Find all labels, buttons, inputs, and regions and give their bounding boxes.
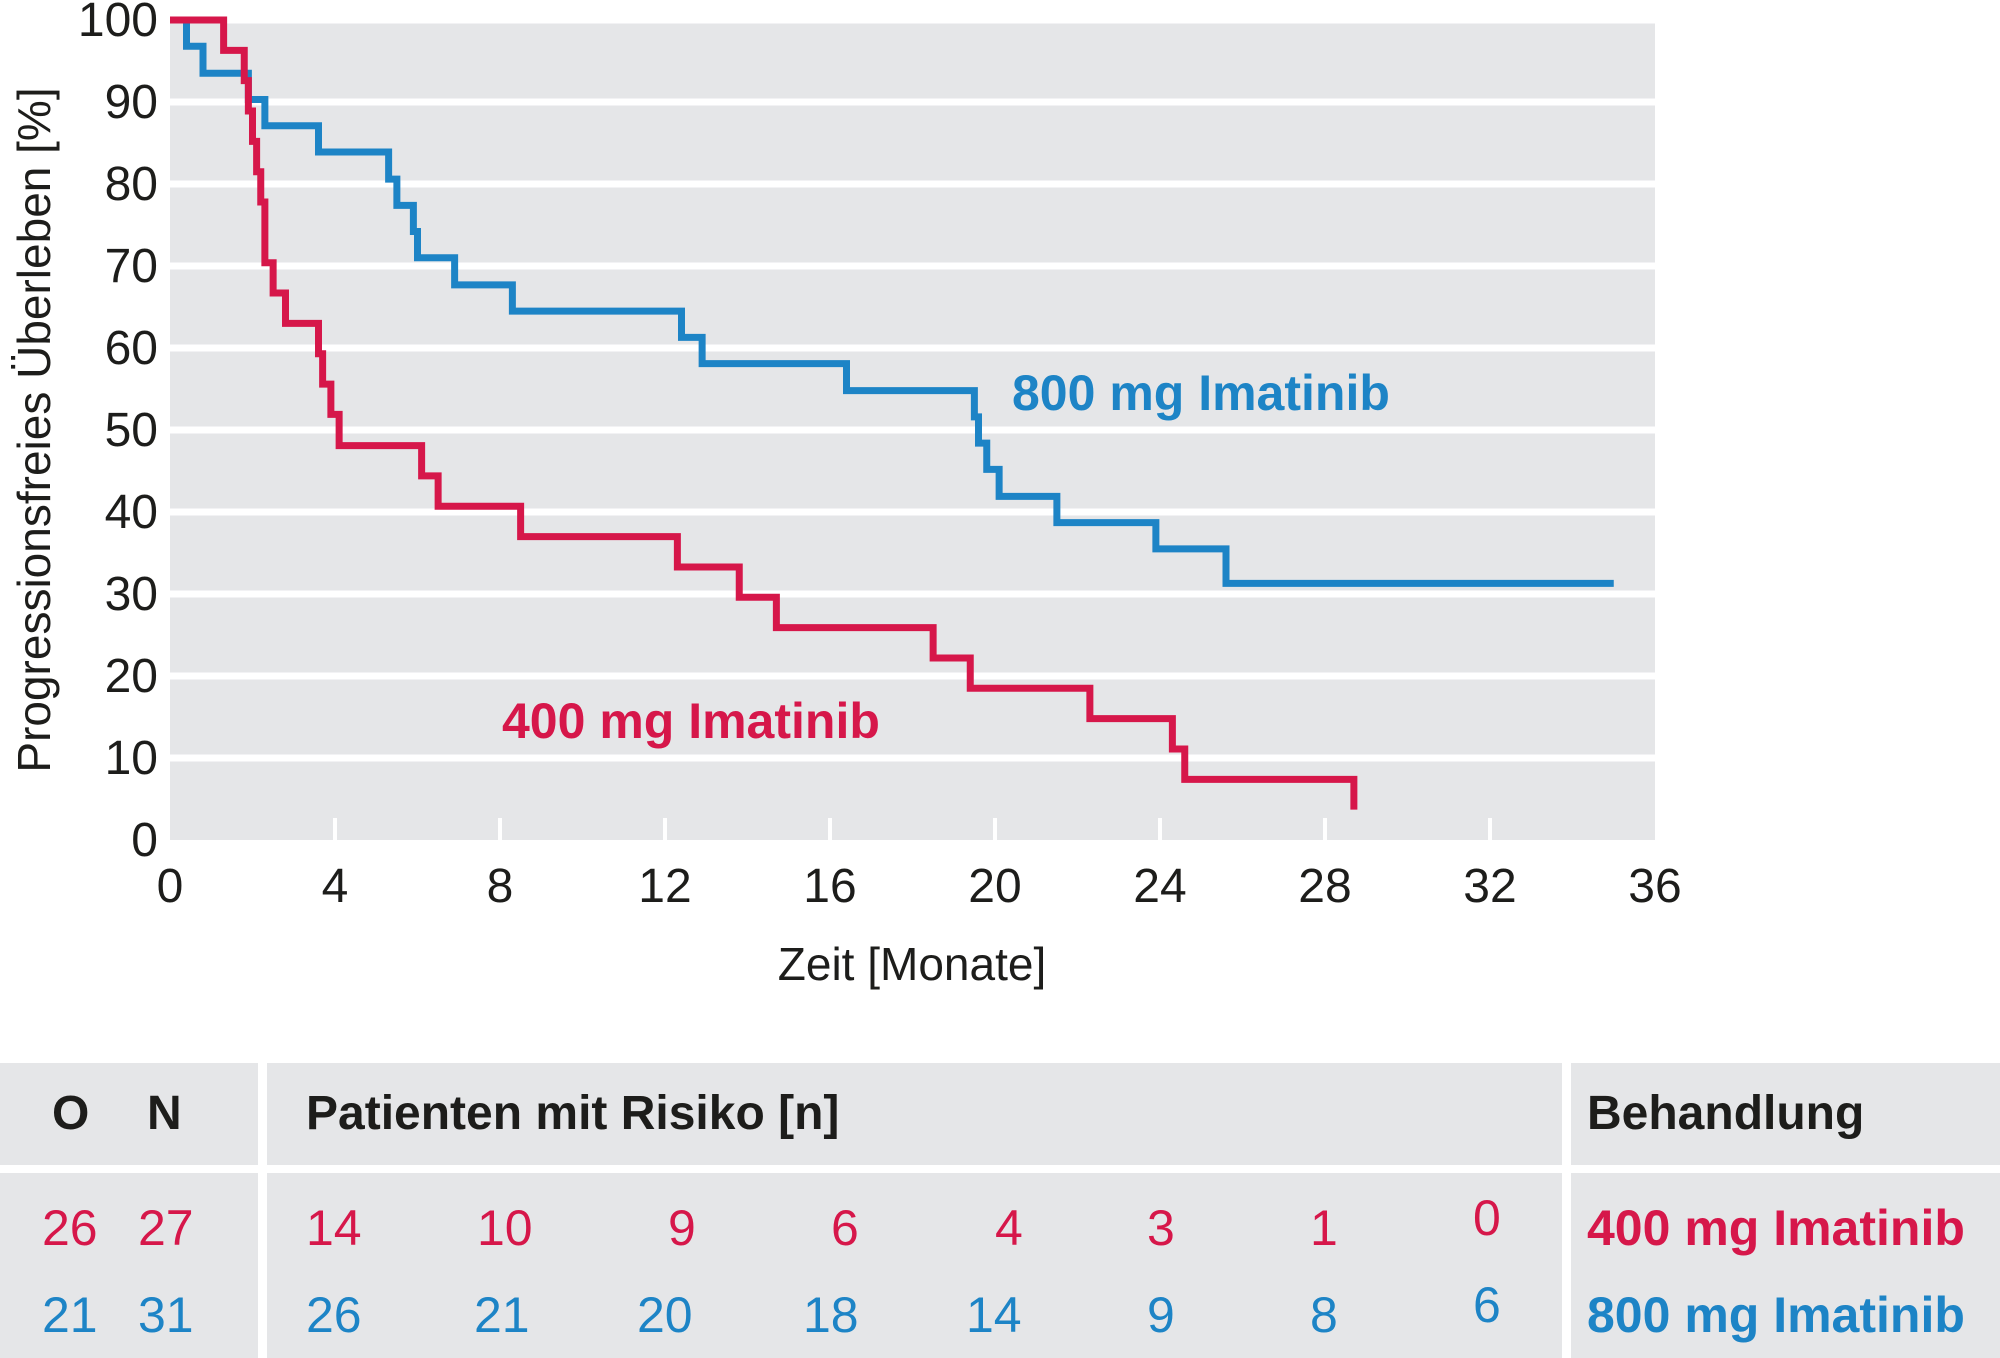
series-label-800mg: 800 mg Imatinib (1012, 365, 1390, 421)
y-tick-label: 60 (105, 322, 158, 375)
row-800-count: 21 (474, 1287, 530, 1343)
row-800-count: 20 (637, 1287, 693, 1343)
body-cell-on (0, 1173, 258, 1358)
header-cell-treatment (1571, 1063, 2000, 1165)
x-tick-label: 16 (803, 860, 856, 913)
row-400-count: 6 (831, 1200, 859, 1256)
y-tick-label: 50 (105, 404, 158, 457)
grid-lines (170, 16, 1655, 840)
x-tick-label: 12 (638, 860, 691, 913)
y-tick-label: 100 (78, 0, 158, 47)
x-tick-label: 4 (322, 860, 349, 913)
row-400-count: 9 (668, 1200, 696, 1256)
row-800-o: 21 (42, 1287, 98, 1343)
header-treatment: Behandlung (1587, 1087, 1865, 1140)
y-tick-label: 0 (131, 814, 158, 867)
y-axis-ticks: 0 10 20 30 40 50 60 70 80 90 100 (78, 0, 158, 867)
row-400-treatment: 400 mg Imatinib (1587, 1200, 1965, 1256)
series-line-800mg (170, 16, 1614, 587)
series-label-400mg: 400 mg Imatinib (502, 693, 880, 749)
row-800-count: 9 (1147, 1287, 1175, 1343)
x-axis-label: Zeit [Monate] (778, 938, 1046, 990)
series-line-400mg (170, 16, 1358, 810)
header-n: N (147, 1087, 182, 1140)
body-cell-treatment (1571, 1173, 2000, 1358)
row-400-count: 14 (306, 1200, 362, 1256)
x-tick-label: 36 (1628, 860, 1681, 913)
row-800-count: 18 (803, 1287, 859, 1343)
x-tick-label: 24 (1133, 860, 1186, 913)
row-400-count: 4 (995, 1200, 1023, 1256)
y-tick-label: 30 (105, 568, 158, 621)
header-cell-on (0, 1063, 258, 1165)
y-tick-label: 80 (105, 158, 158, 211)
x-tick-label: 28 (1298, 860, 1351, 913)
header-o: O (52, 1087, 90, 1140)
row-400-o: 26 (42, 1200, 98, 1256)
x-axis-ticks: 0 4 8 12 16 20 24 28 32 36 (157, 860, 1682, 913)
y-tick-label: 70 (105, 240, 158, 293)
row-400-n: 27 (138, 1200, 194, 1256)
x-tick-label: 0 (157, 860, 184, 913)
row-400-count: 3 (1147, 1200, 1175, 1256)
x-tick-label: 8 (487, 860, 514, 913)
body-cell-patients (267, 1173, 1562, 1358)
row-800-treatment: 800 mg Imatinib (1587, 1287, 1965, 1343)
row-400-count: 10 (477, 1200, 533, 1256)
row-800-n: 31 (138, 1287, 194, 1343)
header-cell-patients (267, 1063, 1562, 1165)
y-tick-label: 20 (105, 650, 158, 703)
row-800-count: 14 (966, 1287, 1022, 1343)
y-tick-label: 90 (105, 76, 158, 129)
x-tick-label: 32 (1463, 860, 1516, 913)
row-800-count: 26 (306, 1287, 362, 1343)
risk-table: O N Patienten mit Risiko [n] Behandlung … (0, 1063, 2000, 1358)
header-patients-at-risk: Patienten mit Risiko [n] (306, 1087, 840, 1140)
kaplan-meier-chart: 0 4 8 12 16 20 24 28 32 36 0 10 20 30 40 50 60 70 80 90 100… (8, 0, 1682, 990)
y-tick-label: 10 (105, 732, 158, 785)
y-tick-label: 40 (105, 486, 158, 539)
row-800-count: 8 (1310, 1287, 1338, 1343)
row-800-count: 6 (1473, 1277, 1501, 1333)
y-axis-label: Progressionsfreies Überleben [%] (8, 87, 60, 772)
row-400-count: 1 (1310, 1200, 1338, 1256)
series-lines (170, 16, 1614, 810)
row-400-count: 0 (1473, 1190, 1501, 1246)
x-tick-label: 20 (968, 860, 1021, 913)
